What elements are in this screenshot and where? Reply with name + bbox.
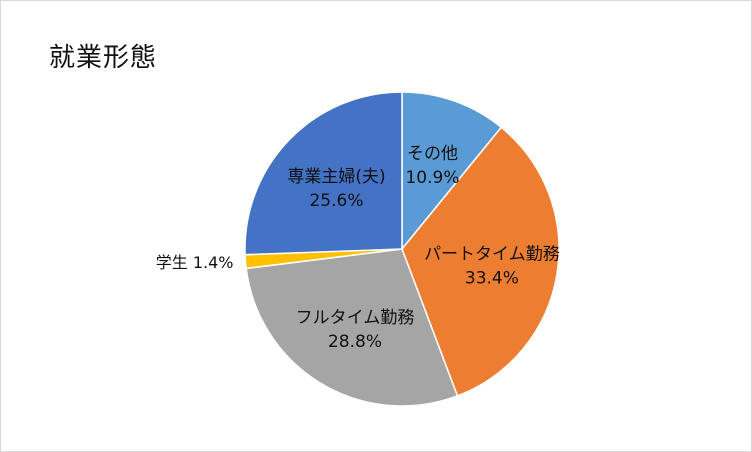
pie-slices bbox=[244, 91, 560, 407]
pie-slice-1 bbox=[401, 126, 560, 397]
slice-value-label-1: 33.4% bbox=[465, 269, 519, 289]
slice-category-label-2: フルタイム勤務 bbox=[296, 308, 415, 328]
pie-labels: その他 10.9% パートタイム勤務 33.4% フルタイム勤務 28.8% 学生 1.4%… bbox=[156, 144, 560, 352]
slice-label-3: 学生 1.4% bbox=[156, 253, 234, 272]
slice-value-label-2: 28.8% bbox=[328, 332, 382, 352]
chart-title: 就業形態 bbox=[49, 43, 158, 73]
slice-category-label-1: パートタイム勤務 bbox=[424, 245, 560, 265]
pie-slice-0 bbox=[401, 91, 503, 252]
slice-category-label-0: その他 bbox=[407, 144, 458, 164]
slice-value-label-4: 25.6% bbox=[309, 191, 363, 211]
slice-value-label-0: 10.9% bbox=[405, 168, 459, 188]
pie-slice-2 bbox=[245, 248, 459, 407]
pie-slice-4 bbox=[244, 91, 403, 256]
slice-category-label-4: 専業主婦(夫) bbox=[287, 167, 385, 187]
